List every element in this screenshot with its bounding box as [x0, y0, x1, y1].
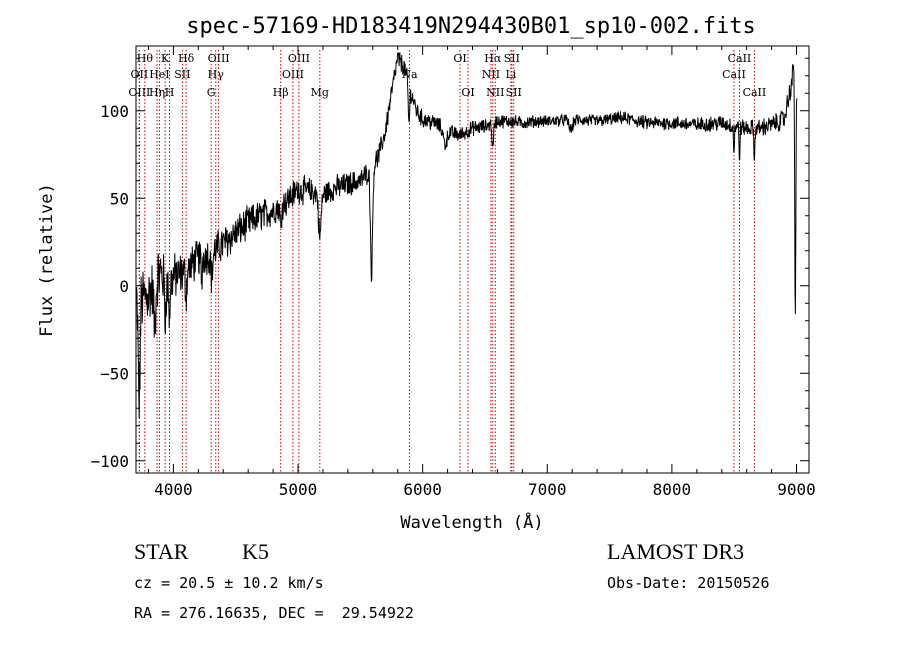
chart-title: spec-57169-HD183419N294430B01_sp10-002.f… [186, 14, 756, 39]
line-marker-label: OI [453, 52, 466, 65]
line-marker-label: Hβ [273, 86, 289, 99]
line-marker-label: SII [504, 52, 520, 65]
line-markers: HθOIIOIIIHηKHeIHSIIHδGHγOIIIHβOIIIOIIIMg… [128, 50, 766, 473]
y-tick-label: 0 [119, 277, 129, 296]
line-marker-label: OI [461, 86, 474, 99]
x-tick-label: 6000 [403, 480, 442, 499]
x-axis: 4000 5000 6000 7000 8000 9000 [147, 46, 816, 499]
x-tick-label: 9000 [777, 480, 816, 499]
line-marker-label: OIII [128, 86, 150, 99]
plot-frame [135, 45, 810, 474]
line-marker-label: NII [486, 86, 504, 99]
line-marker-label: K [161, 52, 170, 65]
y-axis: −100 −50 0 50 100 [90, 57, 809, 471]
line-marker-label: OIII [282, 68, 304, 81]
coordinates: RA = 276.16635, DEC = 29.54922 [134, 604, 414, 622]
y-axis-label: Flux (relative) [37, 183, 57, 337]
survey-name: LAMOST DR3 [607, 539, 745, 564]
obs-date: Obs-Date: 20150526 [607, 574, 770, 592]
line-marker-label: Mg [311, 86, 329, 99]
object-type: STAR [134, 539, 189, 564]
y-tick-label: 100 [100, 102, 129, 121]
x-tick-label: 7000 [528, 480, 567, 499]
line-marker-label: OIII [288, 52, 310, 65]
line-marker-label: CaII [722, 68, 746, 81]
line-marker-label: Hα [484, 52, 502, 65]
y-tick-label: −50 [100, 364, 129, 383]
x-tick-label: 4000 [154, 480, 193, 499]
x-tick-label: 8000 [653, 480, 692, 499]
line-marker-label: OIII [208, 52, 230, 65]
line-marker-label: Li [505, 68, 516, 81]
line-marker-label: Hθ [137, 52, 154, 65]
flux-series [135, 52, 798, 418]
line-marker-label: HeI [149, 68, 169, 81]
line-marker-label: SII [174, 68, 190, 81]
line-marker-label: H [165, 86, 175, 99]
y-tick-label: 50 [110, 189, 129, 208]
line-marker-label: CaII [743, 86, 767, 99]
line-marker-label: SII [506, 86, 522, 99]
line-marker-label: Hδ [178, 52, 195, 65]
x-tick-label: 5000 [279, 480, 318, 499]
spectrum-chart: spec-57169-HD183419N294430B01_sp10-002.f… [37, 14, 816, 533]
line-marker-label: Hγ [208, 68, 225, 81]
y-tick-label: −100 [90, 452, 129, 471]
flux-line [135, 52, 798, 418]
line-marker-label: NII [482, 68, 500, 81]
spectral-subclass: K5 [242, 539, 269, 564]
line-marker-label: CaII [728, 52, 752, 65]
line-marker-label: G [207, 86, 216, 99]
redshift-readout: cz = 20.5 ± 10.2 km/s [134, 574, 324, 592]
line-marker-label: Hη [149, 86, 165, 99]
x-axis-label: Wavelength (Å) [400, 511, 543, 533]
